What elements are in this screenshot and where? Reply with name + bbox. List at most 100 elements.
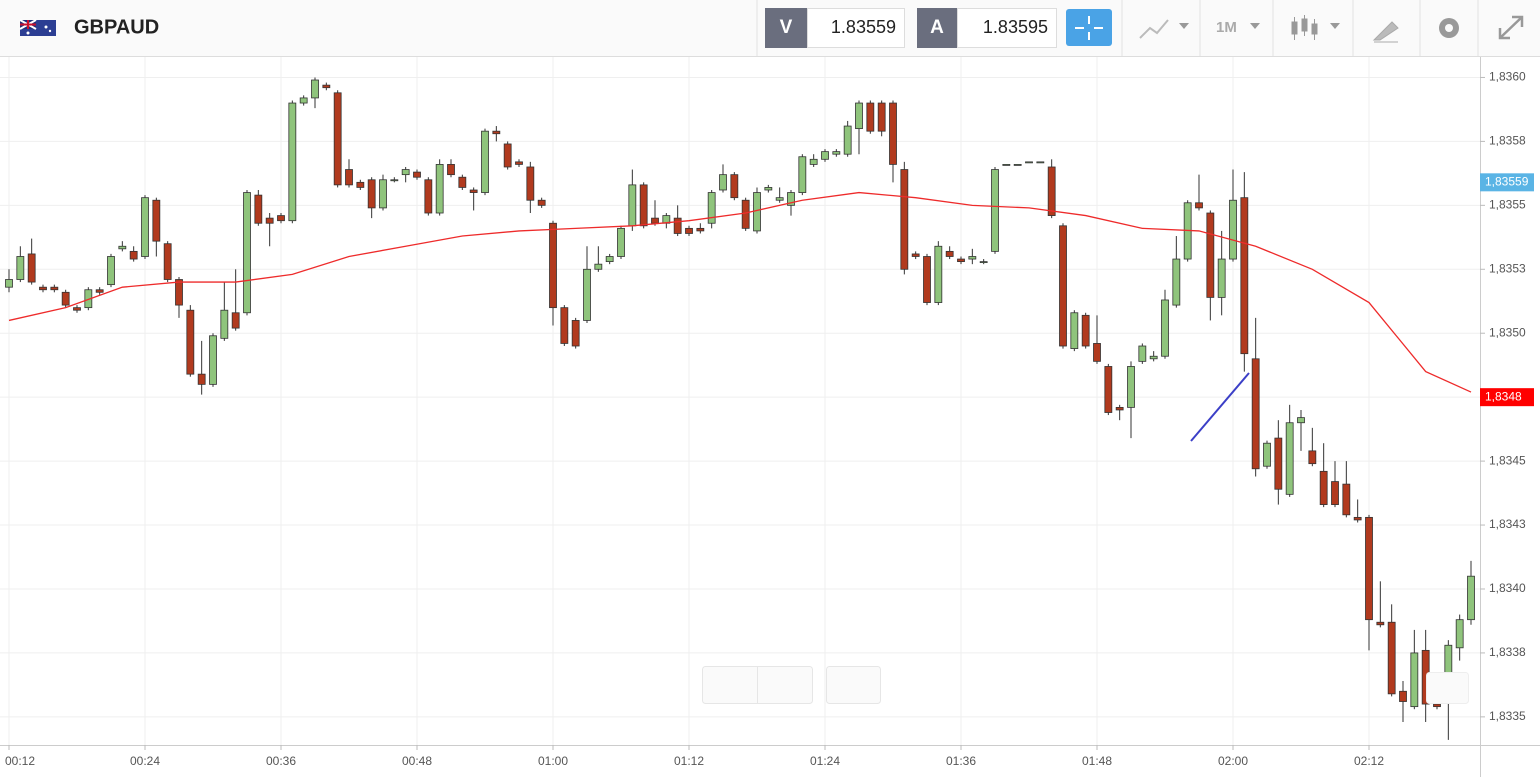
crosshair-button[interactable] — [1066, 9, 1112, 46]
x-tick-label: 00:48 — [402, 754, 432, 768]
candle-body — [968, 256, 977, 260]
candle-body — [481, 130, 489, 193]
candle-body — [447, 164, 455, 176]
candle-body — [197, 373, 206, 385]
candle-body — [50, 286, 59, 291]
candle-body — [934, 245, 943, 303]
candle-body — [753, 192, 761, 232]
candle-body — [957, 258, 965, 263]
candle-body — [390, 179, 399, 182]
y-tick-label: 1,8355 — [1489, 198, 1526, 212]
candle-body — [220, 309, 229, 339]
flag — [19, 19, 56, 36]
fullscreen-icon[interactable] — [1498, 15, 1524, 40]
moving-average-line — [8, 191, 1472, 393]
candle-body — [299, 97, 308, 104]
candle-body — [1138, 345, 1147, 362]
ask-label-box — [917, 8, 957, 48]
bid-price: 1.83559 — [831, 17, 896, 37]
candle-body — [798, 156, 807, 193]
draw-icon[interactable] — [1372, 21, 1399, 43]
ask-price: 1.83595 — [983, 17, 1048, 37]
candle-body — [1308, 450, 1317, 465]
candle-body — [594, 263, 603, 270]
y-tick-label: 1,8360 — [1489, 70, 1526, 84]
candle-body — [186, 309, 195, 375]
candle-body — [152, 199, 161, 242]
candle-body — [1285, 422, 1294, 495]
candle-body — [809, 158, 818, 165]
chart-type-icon[interactable] — [1139, 19, 1169, 39]
candle-body — [549, 222, 557, 309]
candle-body — [163, 243, 172, 280]
x-tick-label: 02:12 — [1354, 754, 1384, 768]
candle-body — [685, 227, 693, 234]
candle-icon[interactable] — [1291, 15, 1318, 40]
candle-body — [435, 164, 444, 214]
bid-label: V — [780, 17, 793, 38]
candle-body — [832, 151, 841, 155]
candle-body — [322, 84, 331, 89]
candle-body — [889, 102, 897, 165]
y-tick-label: 1,8343 — [1489, 517, 1526, 531]
candle-body — [741, 199, 750, 229]
candle-body — [1047, 166, 1056, 216]
y-tick-label: 1,8335 — [1489, 709, 1526, 723]
scroll-button[interactable] — [1426, 672, 1469, 704]
candle-body — [911, 253, 920, 257]
trend-line-drawing[interactable] — [1190, 372, 1250, 442]
candle-body — [1297, 417, 1305, 424]
candle-body — [877, 102, 886, 132]
candle-body — [1240, 197, 1249, 355]
y-tick-label: 1,8340 — [1489, 581, 1526, 595]
candle-body — [231, 312, 240, 329]
candle-body — [651, 217, 659, 224]
candle-body — [458, 176, 467, 188]
candle-body — [265, 217, 274, 224]
candle-body — [821, 151, 829, 160]
x-tick-label: 02:00 — [1218, 754, 1248, 768]
candle-body — [61, 291, 70, 306]
ask-label: A — [930, 17, 944, 38]
candle-body — [515, 161, 523, 165]
candle-body — [673, 217, 682, 234]
candle-body — [413, 171, 421, 178]
candle-body — [787, 192, 795, 206]
candle-body — [1059, 225, 1067, 347]
interval[interactable]: 1M — [1216, 19, 1237, 36]
candle-body — [424, 179, 433, 214]
candle-body — [1353, 516, 1362, 521]
dropdown-arrow — [1330, 23, 1340, 29]
reset-button[interactable] — [826, 666, 881, 704]
candle-body — [1376, 621, 1385, 626]
candle-body — [1365, 516, 1373, 621]
ask-box[interactable] — [957, 8, 1057, 48]
symbol: GBPAUD — [74, 16, 159, 38]
candle-body — [639, 184, 648, 227]
candle-body — [1070, 312, 1079, 349]
candle-body — [1081, 314, 1090, 347]
candle-body — [107, 256, 115, 286]
candle-body — [843, 125, 852, 155]
candle-body — [1115, 406, 1124, 411]
candle-body — [1195, 202, 1203, 209]
candle-body — [27, 253, 36, 283]
candle-body — [719, 174, 727, 191]
candle-body — [866, 102, 875, 132]
bid-box[interactable] — [807, 8, 905, 48]
candle-body — [617, 227, 625, 257]
candle-body — [379, 179, 387, 209]
candle-body — [923, 256, 931, 303]
candle-body — [356, 181, 365, 188]
candle-body — [979, 261, 988, 264]
x-tick-label: 00:24 — [130, 754, 160, 768]
candle-body — [1093, 343, 1101, 362]
candle-body — [1149, 355, 1158, 360]
candle-body — [1251, 358, 1260, 470]
y-tick-label: 1,8350 — [1489, 325, 1526, 339]
candle-body — [991, 169, 999, 252]
candle-body — [1025, 161, 1033, 164]
candle-body — [209, 335, 217, 385]
candle-body — [39, 286, 47, 291]
candle-body — [605, 256, 614, 263]
